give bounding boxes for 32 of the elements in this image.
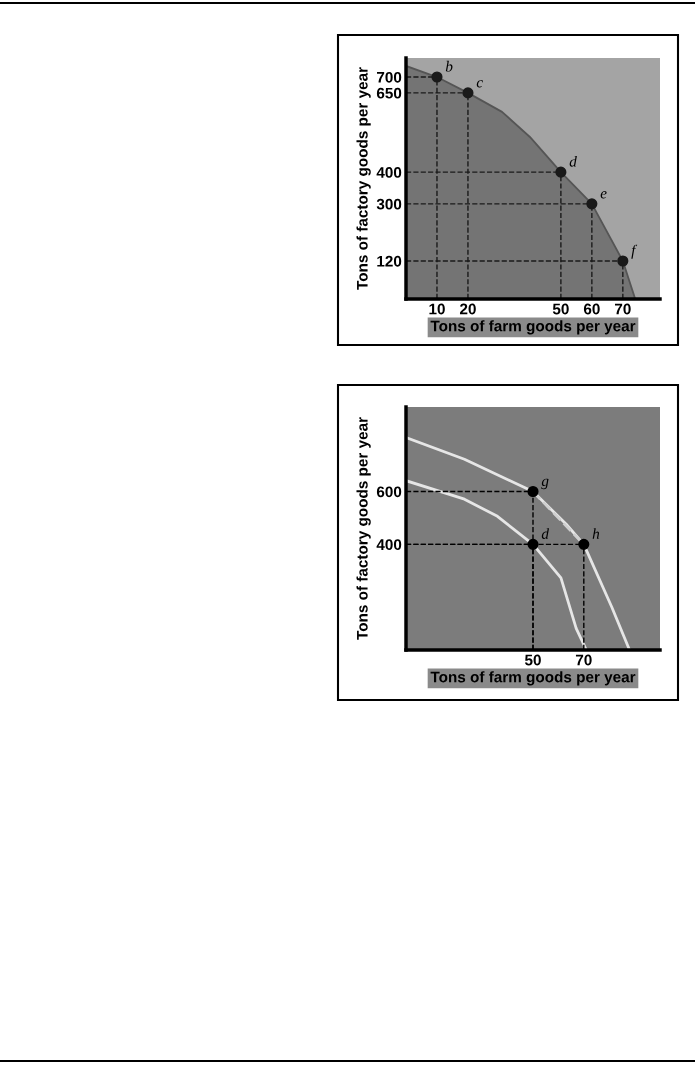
y-tick-label: 400 [376,539,402,551]
annotation: h [592,528,600,539]
annotation: f [631,244,638,259]
point [431,71,443,83]
x-tick-label: 20 [459,303,476,315]
y-tick-label: 650 [376,87,402,99]
x-axis-title: Tons of farm goods per year [430,671,636,686]
annotation: g [541,478,549,490]
annotation: b [445,60,453,72]
y-tick-label: 700 [377,71,402,83]
annotation: d [569,156,577,167]
annotation: d [541,528,550,539]
x-tick-label: 50 [524,654,541,666]
y-tick-label: 400 [376,167,402,178]
y-tick-label: 120 [377,255,402,267]
point [586,198,598,210]
line-series [406,479,588,650]
y-tick-label: 600 [376,486,402,498]
annotation: c [476,80,483,88]
point [462,87,474,99]
x-tick-label: 50 [552,303,569,315]
y-tick-label: 300 [376,198,402,210]
x-tick-label: 10 [429,303,445,315]
x-axis-title: Tons of farm goods per year [430,320,636,335]
x-tick-label: 70 [575,654,592,666]
point [555,166,567,178]
annotation: e [600,191,607,199]
y-axis-title: Tons of factory goods per year [356,417,371,640]
x-tick-label: 60 [583,303,600,315]
point [617,255,629,267]
y-axis-title: Tons of factory goods per year [356,67,371,290]
x-tick-label: 70 [614,303,631,315]
